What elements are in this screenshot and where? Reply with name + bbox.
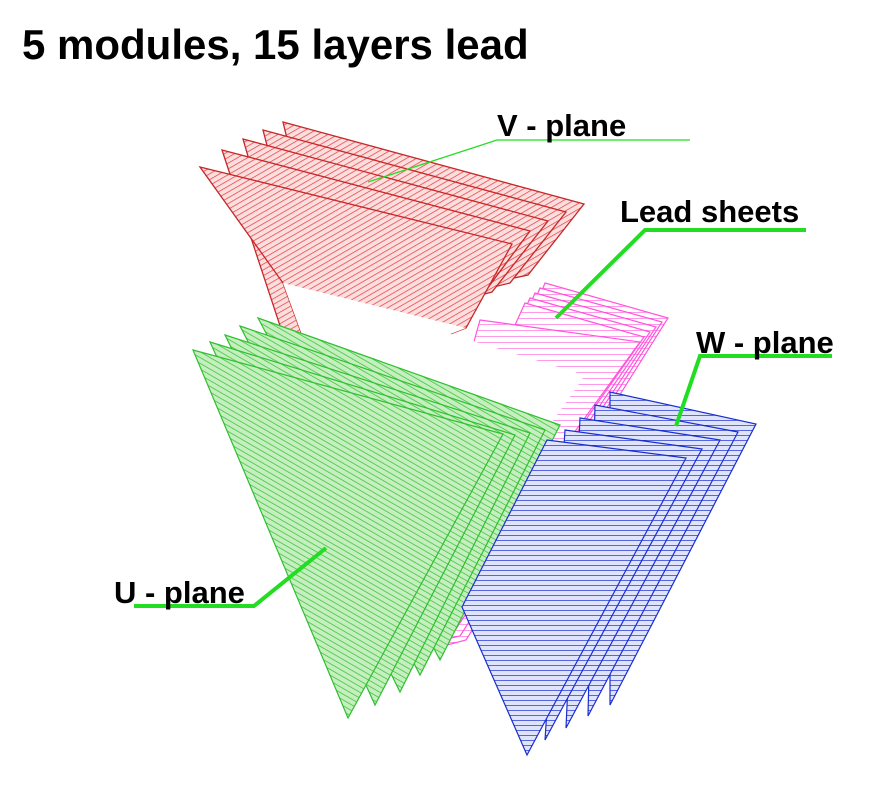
u-plane-module <box>191 349 504 720</box>
u-plane-modules <box>191 316 561 720</box>
leader-lines <box>134 139 832 608</box>
v-plane-label: V - plane <box>497 108 626 143</box>
u-plane-leader <box>134 546 328 608</box>
w-plane-leader <box>674 354 832 427</box>
lead-sheets-leader <box>554 228 806 320</box>
v-plane-leader <box>367 139 690 183</box>
w-plane-module <box>461 439 687 757</box>
w-plane-label: W - plane <box>696 325 834 360</box>
w-plane-modules <box>461 391 757 757</box>
lead-sheets-label: Lead sheets <box>620 194 799 229</box>
u-plane-label: U - plane <box>114 575 245 610</box>
page-title: 5 modules, 15 layers lead <box>22 21 529 68</box>
